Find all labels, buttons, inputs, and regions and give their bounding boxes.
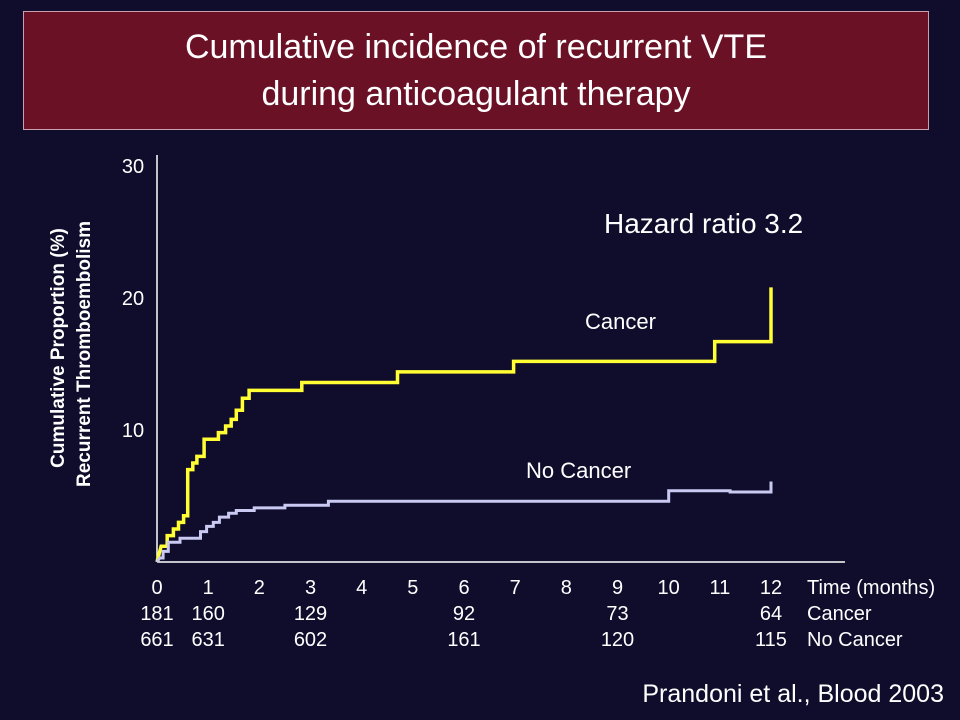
at-risk-no-cancer-label: No Cancer xyxy=(807,629,903,651)
title-line-2: during anticoagulant therapy xyxy=(261,74,691,113)
at-risk-cancer-value: 64 xyxy=(760,603,782,625)
series-label-cancer: Cancer xyxy=(585,309,656,334)
x-tick-label: 9 xyxy=(612,577,623,599)
at-risk-no-cancer-value: 161 xyxy=(447,629,480,651)
x-tick-label: 4 xyxy=(356,577,367,599)
y-axis-label-line-1: Cumulative Proportion (%) xyxy=(48,228,69,468)
y-tick-label: 30 xyxy=(122,156,144,178)
at-risk-cancer-value: 160 xyxy=(191,603,224,625)
at-risk-no-cancer-value: 115 xyxy=(755,629,787,651)
series-label-no-cancer: No Cancer xyxy=(526,458,631,483)
x-tick-label: 11 xyxy=(709,577,730,599)
at-risk-cancer-label: Cancer xyxy=(807,603,872,625)
at-risk-no-cancer-value: 602 xyxy=(294,629,327,651)
x-axis-label: Time (months) xyxy=(807,577,935,599)
at-risk-no-cancer-value: 661 xyxy=(140,629,173,651)
x-tick-label: 6 xyxy=(458,577,469,599)
x-tick-label: 8 xyxy=(561,577,572,599)
x-tick-label: 5 xyxy=(407,577,418,599)
at-risk-cancer-value: 92 xyxy=(453,603,475,625)
x-tick-label: 12 xyxy=(760,577,782,599)
at-risk-cancer-value: 129 xyxy=(294,603,327,625)
cancer-curve xyxy=(155,287,773,563)
citation: Prandoni et al., Blood 2003 xyxy=(642,680,944,708)
hazard-ratio-annotation: Hazard ratio 3.2 xyxy=(604,208,803,239)
x-tick-label: 7 xyxy=(510,577,521,599)
x-tick-label: 0 xyxy=(151,577,162,599)
y-tick-label: 10 xyxy=(122,420,144,442)
at-risk-no-cancer-value: 631 xyxy=(191,629,224,651)
no-cancer-curve xyxy=(155,481,773,563)
at-risk-no-cancer-value: 120 xyxy=(601,629,634,651)
x-tick-label: 1 xyxy=(203,577,214,599)
y-axis-label-line-2: Recurrent Thromboembolism xyxy=(74,221,95,487)
x-tick-label: 10 xyxy=(658,577,680,599)
title-box: Cumulative incidence of recurrent VTE du… xyxy=(23,11,929,130)
title-line-1: Cumulative incidence of recurrent VTE xyxy=(184,27,768,66)
y-tick-label: 20 xyxy=(122,288,144,310)
x-tick-label: 3 xyxy=(305,577,316,599)
at-risk-cancer-value: 181 xyxy=(140,603,173,625)
x-tick-label: 2 xyxy=(254,577,265,599)
at-risk-cancer-value: 73 xyxy=(606,603,628,625)
